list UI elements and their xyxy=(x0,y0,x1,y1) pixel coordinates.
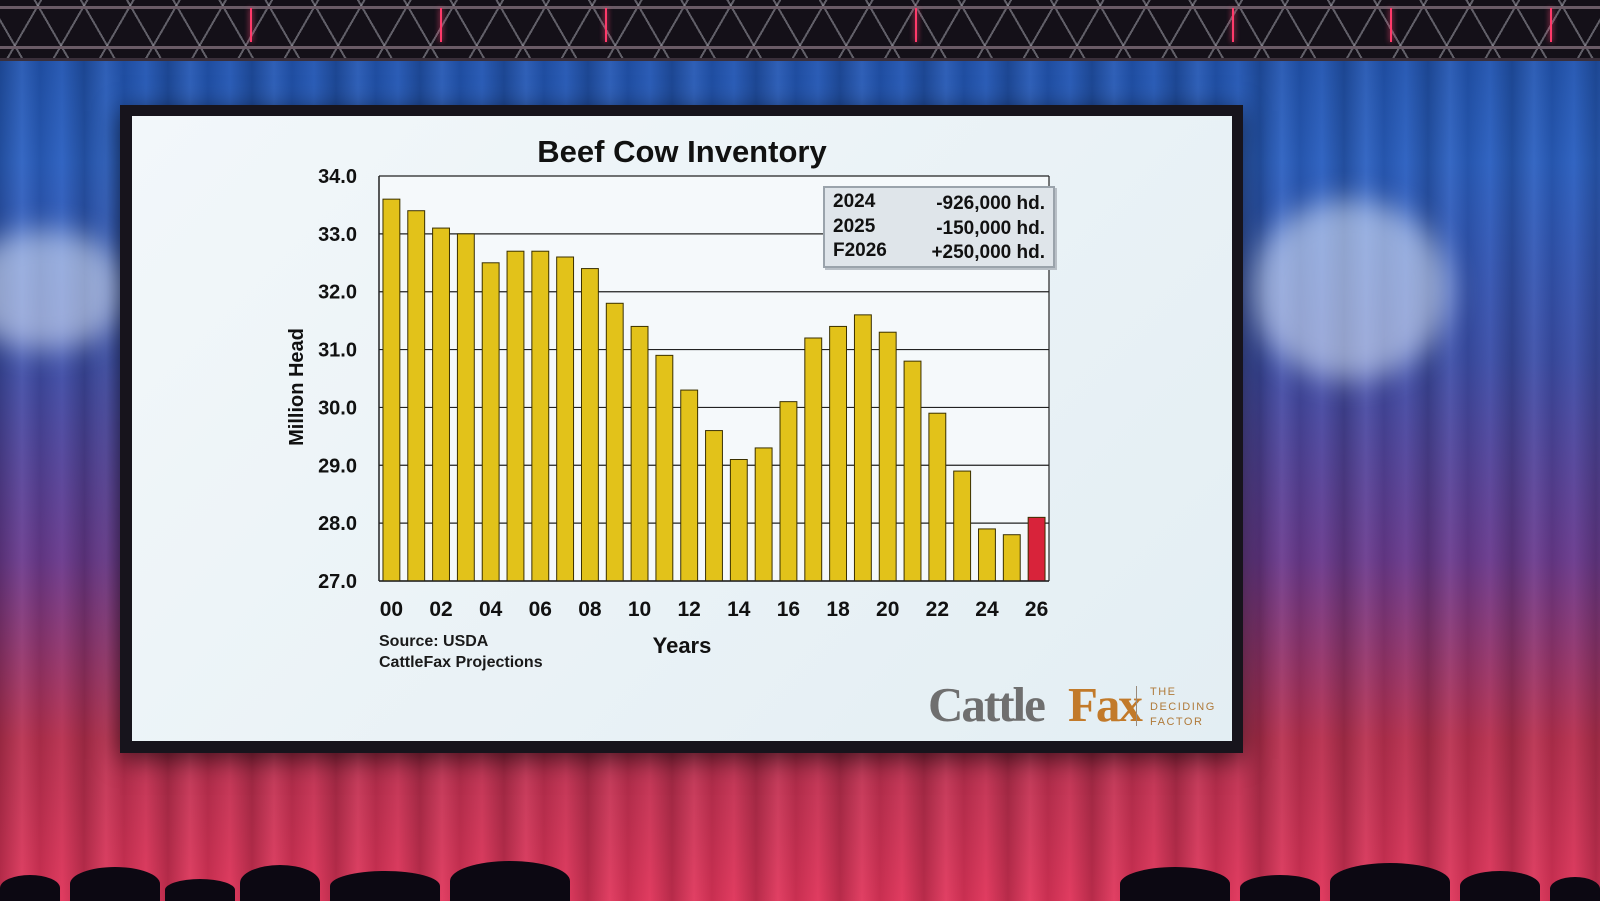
x-tick-label: 04 xyxy=(479,598,503,621)
y-tick-label: 31.0 xyxy=(318,340,357,362)
y-tick-label: 27.0 xyxy=(318,571,357,593)
x-tick-label: 26 xyxy=(1025,598,1048,621)
bar xyxy=(853,314,872,582)
annotation-row: 2025 -150,000 hd. xyxy=(833,216,1045,241)
annotation-box: 2024 -926,000 hd. 2025 -150,000 hd. F202… xyxy=(823,186,1055,268)
x-tick-label: 10 xyxy=(628,598,651,621)
bar xyxy=(729,459,748,582)
bar xyxy=(407,210,426,582)
x-tick-label: 02 xyxy=(429,598,452,621)
bar xyxy=(556,256,575,582)
bar xyxy=(630,325,649,582)
bar xyxy=(506,250,525,582)
y-tick-label: 29.0 xyxy=(318,455,357,477)
x-tick-label: 12 xyxy=(678,598,701,621)
source-note: Source: USDA CattleFax Projections xyxy=(379,631,543,673)
x-tick-label: 14 xyxy=(727,598,751,621)
x-tick-label: 20 xyxy=(876,598,899,621)
bar xyxy=(456,233,475,582)
logo-cattle: Cattle xyxy=(928,677,1046,732)
chart-title: Beef Cow Inventory xyxy=(537,134,827,169)
x-axis-title: Years xyxy=(653,633,712,658)
audience-silhouettes xyxy=(0,858,1600,901)
bar xyxy=(481,262,500,582)
y-axis-title: Million Head xyxy=(286,328,308,446)
y-tick-label: 34.0 xyxy=(318,166,357,188)
bar xyxy=(531,250,550,582)
bar xyxy=(878,331,897,582)
x-tick-label: 22 xyxy=(926,598,949,621)
annotation-row: F2026 +250,000 hd. xyxy=(833,240,1045,265)
bar xyxy=(829,325,848,582)
bar xyxy=(903,360,922,582)
y-tick-label: 30.0 xyxy=(318,397,357,419)
annotation-year: 2025 xyxy=(833,216,876,237)
x-tick-label: 00 xyxy=(380,598,403,621)
bar xyxy=(754,447,773,582)
bar-chart: 34.0 33.0 32.0 31.0 30.0 29.0 28.0 27.0 00 02 04 06… xyxy=(286,166,1050,658)
logo-tagline: THE DECIDING FACTOR xyxy=(1150,686,1216,728)
cattlefax-logo: Cattle Fax THE DECIDING FACTOR xyxy=(928,676,1228,734)
bar xyxy=(580,268,599,582)
annotation-value: -150,000 hd. xyxy=(936,218,1045,239)
x-tick-label: 24 xyxy=(975,598,999,621)
bar xyxy=(705,430,723,582)
bar xyxy=(1027,516,1046,582)
slide: 34.0 33.0 32.0 31.0 30.0 29.0 28.0 27.0 00 02 04 06… xyxy=(132,116,1232,741)
bar xyxy=(928,412,947,582)
bar xyxy=(804,337,823,582)
source-line: Source: USDA xyxy=(379,633,489,650)
y-tick-label: 28.0 xyxy=(318,513,357,535)
annotation-row: 2024 -926,000 hd. xyxy=(833,191,1045,216)
bar xyxy=(953,470,972,582)
y-tick-label: 32.0 xyxy=(318,282,357,304)
x-tick-label: 16 xyxy=(777,598,800,621)
cloud-right xyxy=(1250,200,1450,380)
stage-truss xyxy=(0,0,1600,61)
annotation-year: F2026 xyxy=(833,240,887,261)
bar xyxy=(432,227,450,582)
y-tick-label: 33.0 xyxy=(318,224,357,246)
x-tick-label: 18 xyxy=(826,598,850,621)
bar xyxy=(680,389,699,582)
logo-fax: Fax xyxy=(1068,677,1143,732)
bar xyxy=(978,528,996,582)
x-tick-label: 06 xyxy=(529,598,552,621)
bar xyxy=(605,302,624,582)
annotation-year: 2024 xyxy=(833,191,876,212)
logo-divider xyxy=(1136,686,1137,726)
source-line: CattleFax Projections xyxy=(379,654,543,671)
x-tick-label: 08 xyxy=(578,598,602,621)
annotation-value: -926,000 hd. xyxy=(936,193,1045,214)
bar xyxy=(382,198,401,582)
cloud-left xyxy=(0,230,130,350)
bar xyxy=(1002,534,1021,582)
bar xyxy=(779,401,798,582)
annotation-value: +250,000 hd. xyxy=(931,242,1045,263)
bar xyxy=(655,354,674,582)
